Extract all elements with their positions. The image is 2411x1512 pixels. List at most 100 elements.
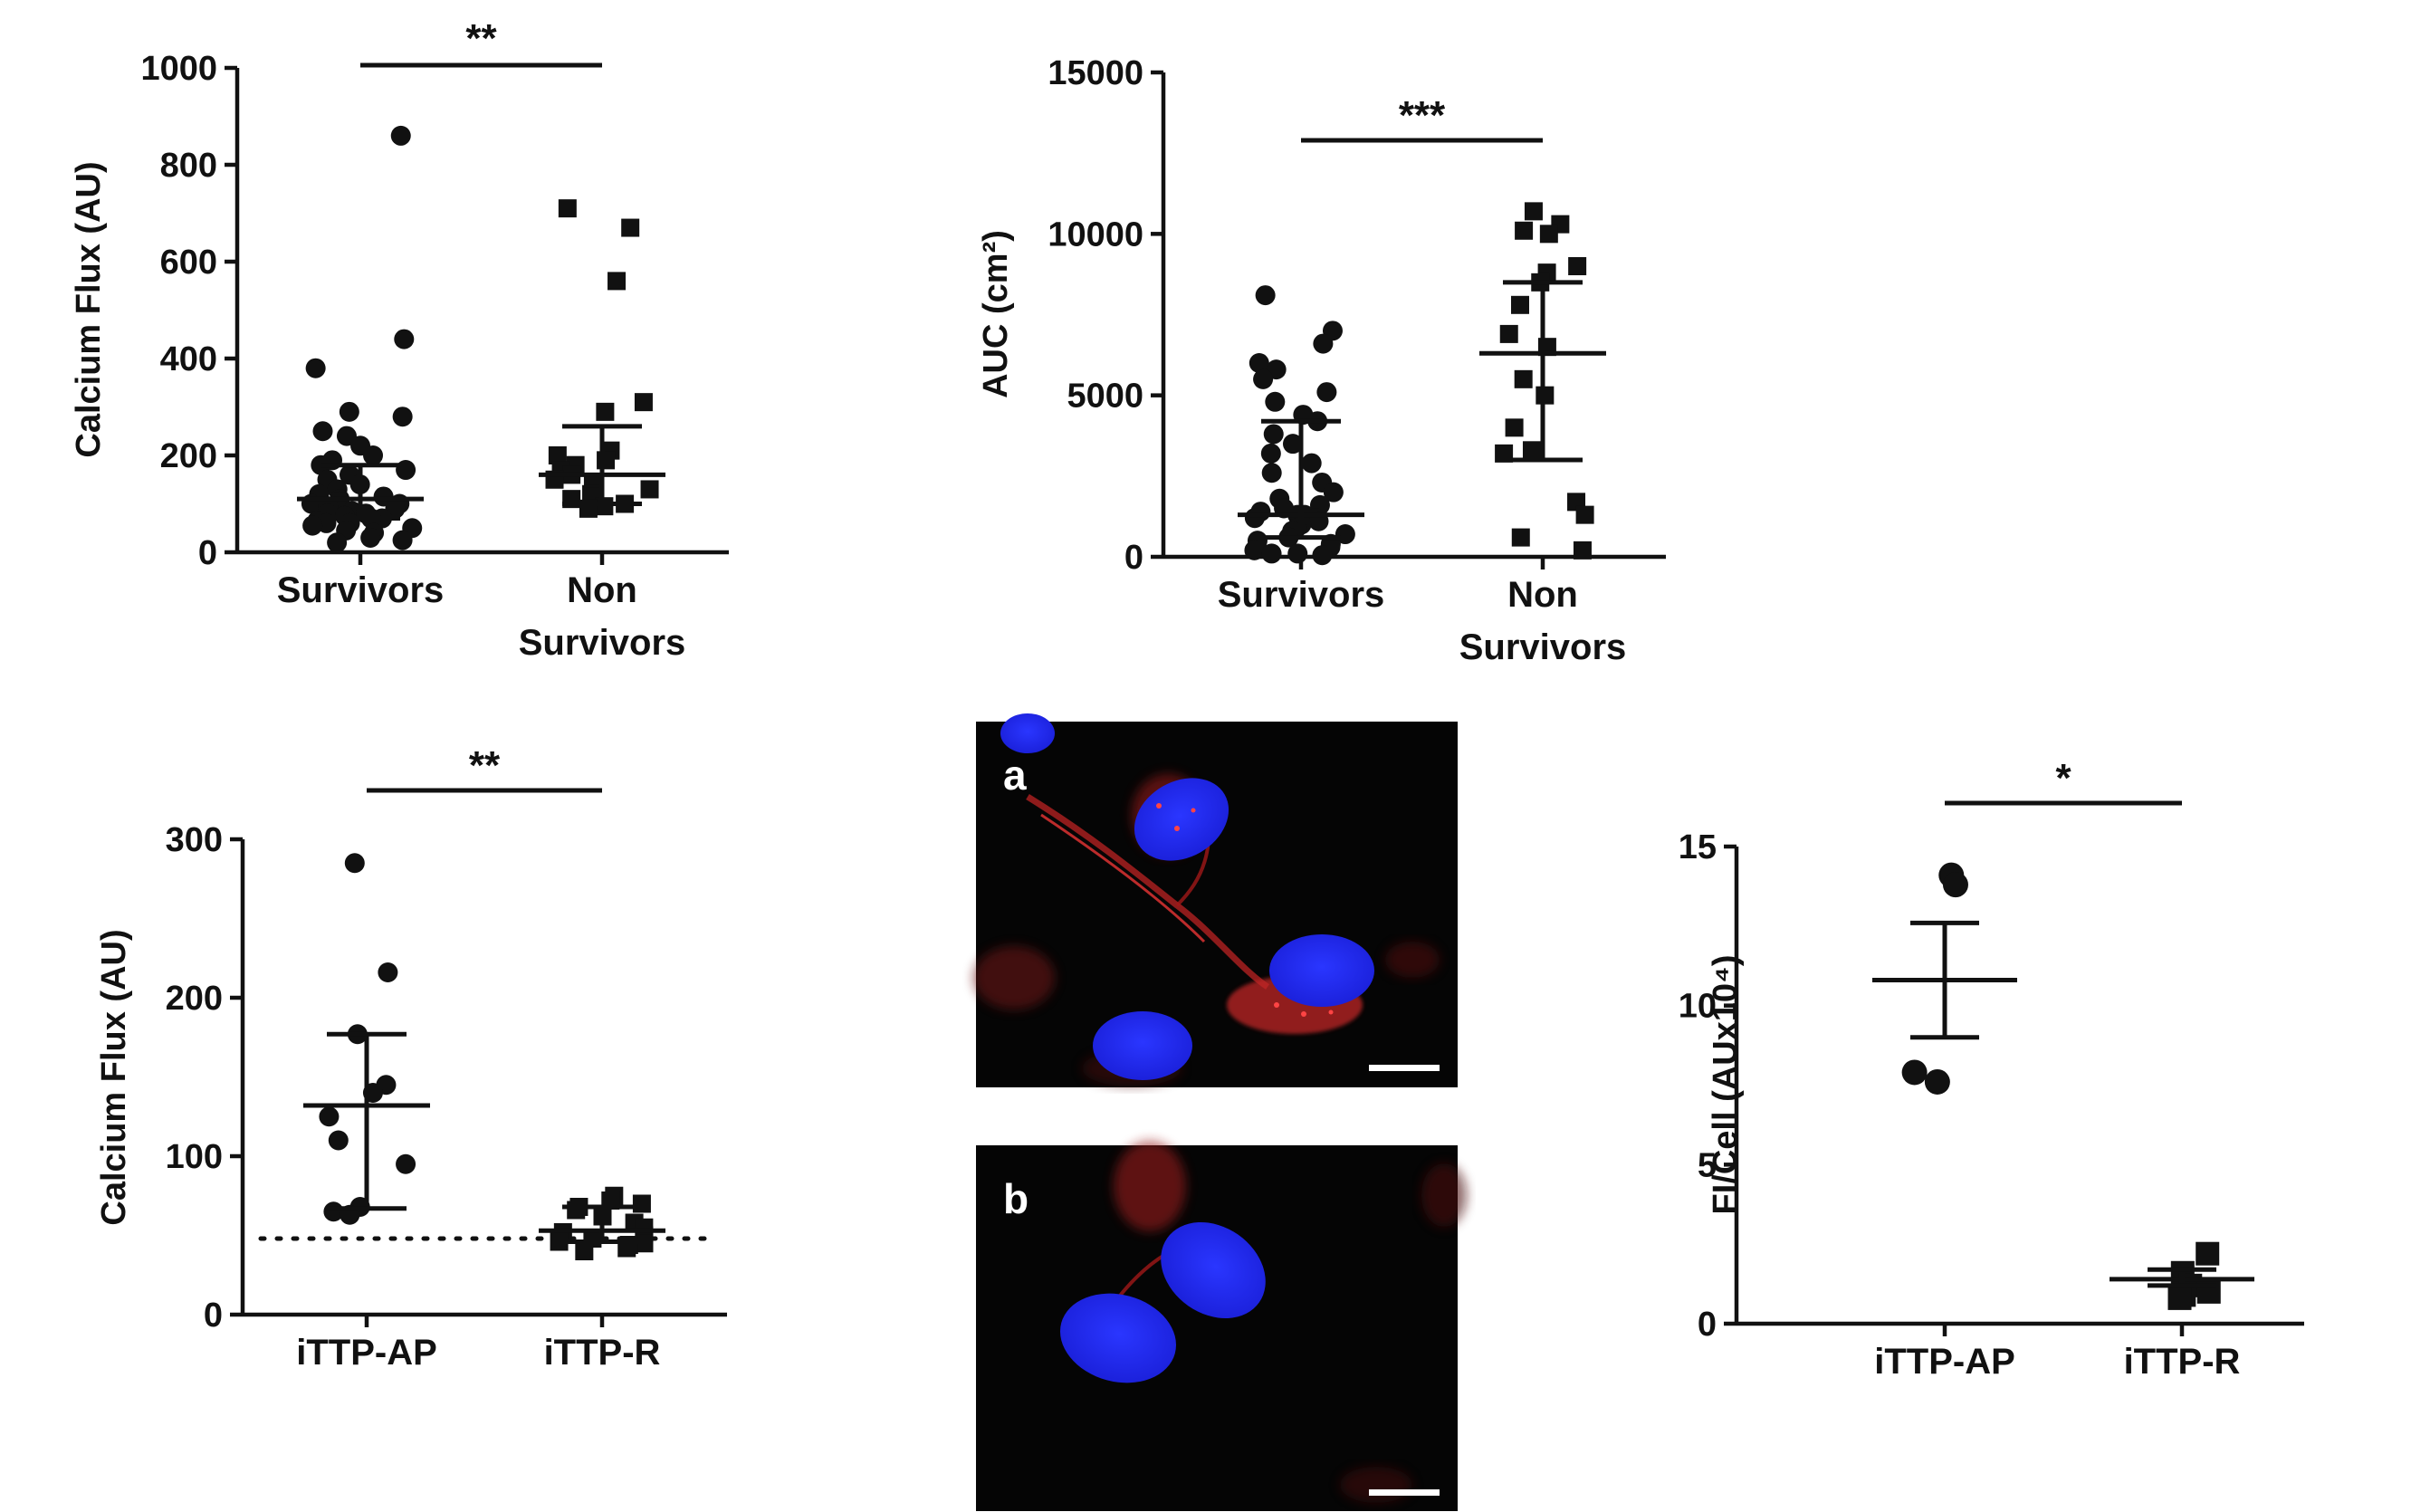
y-tick-label: 0 [198, 534, 217, 572]
y-axis-title: FI/Cell (AUx10⁴) [1707, 955, 1745, 1215]
data-point [1511, 528, 1530, 547]
data-point [312, 421, 333, 442]
x-tick-label: iTTP-R [2124, 1342, 2241, 1382]
x-tick-label: Survivors [1459, 627, 1627, 667]
chart-panel-auc-survival: 0 5000 10000 15000 Survivors Non Survivors AUC … [977, 54, 1666, 667]
y-tick-label: 0 [1124, 539, 1143, 577]
y-tick-label: 15000 [1048, 54, 1143, 92]
data-point [328, 1130, 349, 1151]
x-tick-label: Survivors [1218, 575, 1385, 615]
data-point [360, 527, 381, 548]
data-point [1514, 369, 1533, 388]
data-point [1901, 1059, 1928, 1086]
data-point [597, 451, 616, 470]
data-point [1323, 482, 1344, 502]
data-point [1255, 285, 1276, 306]
data-point [1316, 382, 1337, 403]
series-1 [303, 853, 430, 1225]
data-point [1260, 443, 1281, 464]
data-point [635, 1234, 654, 1253]
data-point [1253, 368, 1274, 389]
data-point [1287, 543, 1308, 564]
x-tick-label: iTTP-AP [296, 1333, 437, 1373]
data-point [1244, 540, 1265, 560]
data-point [1263, 424, 1284, 445]
data-point [575, 1242, 594, 1260]
y-axis-title: Calcium Flux (AU) [70, 161, 108, 457]
micrograph-b-nucleus [1059, 1293, 1177, 1383]
data-point [632, 1194, 651, 1213]
data-point [319, 1106, 340, 1127]
data-point [548, 446, 567, 464]
data-point [558, 199, 577, 218]
data-point [344, 853, 365, 874]
data-point [392, 530, 413, 550]
chart-panel-calcium-flux-survival: 0 200 400 600 800 1000 Survivors Non Survivors Ca… [70, 16, 729, 663]
y-axis-title: AUC (cm²) [977, 230, 1015, 398]
data-point [378, 962, 398, 982]
significance-label: ** [465, 16, 497, 61]
series-1 [1872, 862, 2017, 1095]
x-tick-label: Survivors [519, 623, 686, 663]
y-tick-label: 5 [1698, 1146, 1717, 1184]
data-point [1539, 225, 1558, 244]
significance-label: *** [1399, 93, 1446, 138]
micrograph-b-label: b [1003, 1175, 1029, 1222]
x-tick-label: Survivors [277, 570, 445, 610]
data-point [2196, 1241, 2220, 1266]
data-point [302, 515, 323, 536]
series-2 [539, 199, 665, 518]
data-point [1573, 541, 1592, 560]
data-point [550, 1232, 569, 1251]
micrograph-a-nucleus [1134, 778, 1229, 861]
y-tick-label: 1000 [140, 50, 217, 88]
scale-bar [1369, 1065, 1440, 1071]
y-tick-label: 10000 [1048, 215, 1143, 254]
data-point [339, 401, 359, 422]
micrograph-b-nucleus [1161, 1221, 1266, 1319]
data-point [1515, 221, 1534, 240]
significance-label: ** [469, 743, 501, 788]
data-point [621, 218, 640, 237]
series-2 [539, 1186, 665, 1260]
data-point [2167, 1286, 2192, 1310]
data-point [1261, 463, 1282, 483]
y-tick-label: 800 [160, 147, 217, 185]
data-point [1524, 202, 1543, 221]
data-point [1522, 441, 1541, 460]
data-point [394, 329, 415, 349]
series-1 [1238, 285, 1364, 566]
y-tick-label: 5000 [1067, 378, 1143, 416]
series-1 [297, 125, 424, 553]
y-tick-label: 15 [1679, 828, 1717, 866]
y-axis-title: Calcium Flux (AU) [95, 929, 133, 1225]
series-2 [1479, 202, 1606, 560]
data-point [640, 480, 659, 499]
data-point [363, 445, 384, 465]
data-point [305, 358, 326, 378]
data-point [390, 125, 411, 146]
series-2 [2110, 1241, 2254, 1310]
data-point [1499, 324, 1518, 343]
micrograph-a-label: a [1003, 751, 1027, 799]
data-point [392, 407, 413, 427]
x-tick-label: iTTP-AP [1874, 1342, 2015, 1382]
micrograph-b: b [976, 1141, 1467, 1511]
x-tick-label: Non [567, 570, 637, 610]
data-point [1575, 505, 1594, 524]
y-tick-label: 10 [1679, 988, 1717, 1026]
chart-panel-calcium-flux-ittp: 0 100 200 300 iTTP-AP iTTP-R Calcium Flux (AU)… [95, 743, 727, 1373]
significance-label: * [2055, 756, 2071, 800]
data-point [1312, 545, 1333, 566]
y-tick-label: 600 [160, 244, 217, 282]
micrograph-a-nucleus [1093, 1011, 1192, 1080]
data-point [634, 393, 653, 412]
micrograph-a-red-puncta [1156, 803, 1334, 1017]
data-point [1505, 418, 1524, 437]
data-point [396, 460, 416, 481]
scale-bar [1369, 1489, 1440, 1496]
micrograph-a: a [973, 713, 1458, 1087]
data-point [567, 1201, 586, 1220]
data-point [396, 1153, 416, 1174]
data-point [608, 272, 627, 291]
